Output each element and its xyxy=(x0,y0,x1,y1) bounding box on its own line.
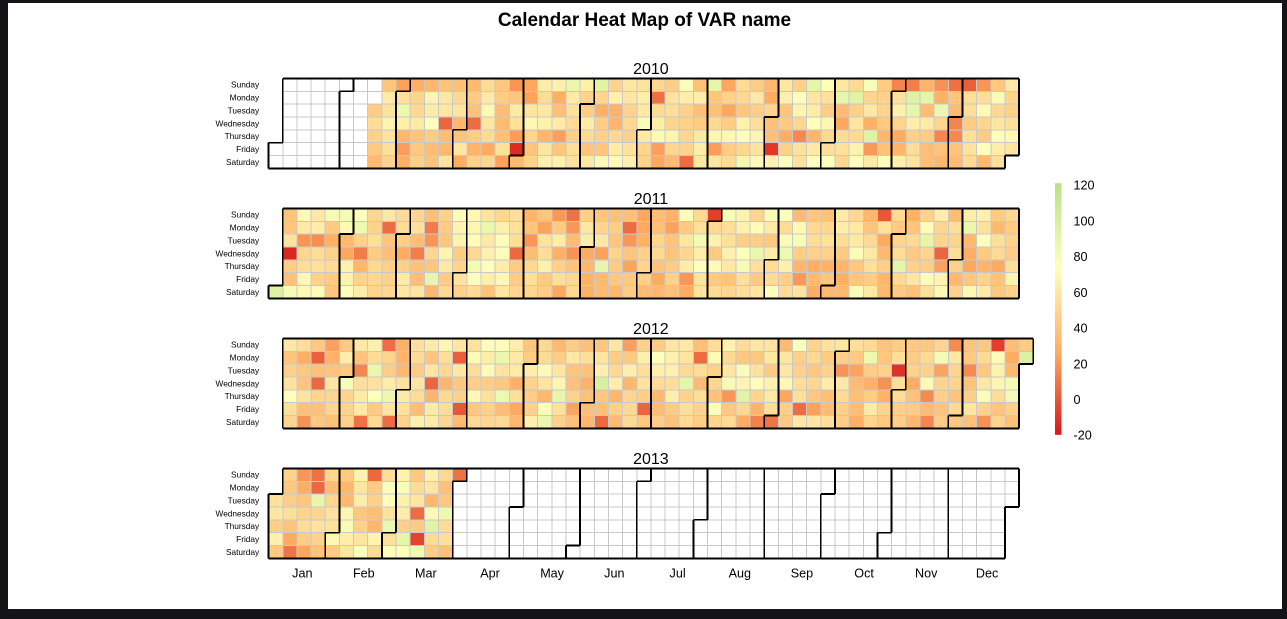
svg-text:Thursday: Thursday xyxy=(225,391,260,401)
svg-text:Jan: Jan xyxy=(292,566,312,580)
svg-text:May: May xyxy=(540,566,564,580)
svg-text:60: 60 xyxy=(1074,286,1088,300)
svg-text:Sunday: Sunday xyxy=(231,340,260,350)
svg-text:Feb: Feb xyxy=(353,566,375,580)
svg-text:20: 20 xyxy=(1074,357,1088,371)
svg-text:2010: 2010 xyxy=(633,61,669,78)
svg-text:Tuesday: Tuesday xyxy=(228,365,260,375)
svg-text:Thursday: Thursday xyxy=(225,131,260,141)
svg-text:Friday: Friday xyxy=(236,534,260,544)
svg-text:Sep: Sep xyxy=(791,566,813,580)
svg-text:Tuesday: Tuesday xyxy=(228,105,260,115)
svg-text:Monday: Monday xyxy=(230,353,260,363)
svg-text:Sunday: Sunday xyxy=(231,470,260,480)
svg-text:Saturday: Saturday xyxy=(226,547,260,557)
svg-text:Jun: Jun xyxy=(604,566,624,580)
svg-text:Dec: Dec xyxy=(976,566,998,580)
svg-text:-20: -20 xyxy=(1074,429,1092,443)
svg-text:Friday: Friday xyxy=(236,144,260,154)
svg-text:Saturday: Saturday xyxy=(226,287,260,297)
svg-text:Tuesday: Tuesday xyxy=(228,495,260,505)
svg-text:Monday: Monday xyxy=(230,93,260,103)
svg-text:2013: 2013 xyxy=(633,451,669,468)
svg-text:40: 40 xyxy=(1074,322,1088,336)
svg-text:Thursday: Thursday xyxy=(225,521,260,531)
svg-text:Nov: Nov xyxy=(915,566,938,580)
svg-text:Wednesday: Wednesday xyxy=(216,118,261,128)
svg-text:Saturday: Saturday xyxy=(226,417,260,427)
svg-text:Aug: Aug xyxy=(729,566,751,580)
svg-text:Monday: Monday xyxy=(230,483,260,493)
svg-text:Jul: Jul xyxy=(670,566,686,580)
svg-text:Wednesday: Wednesday xyxy=(216,378,261,388)
svg-text:Sunday: Sunday xyxy=(231,210,260,220)
svg-text:Oct: Oct xyxy=(854,566,874,580)
svg-text:2011: 2011 xyxy=(634,191,669,208)
svg-text:80: 80 xyxy=(1074,250,1088,264)
svg-text:2012: 2012 xyxy=(633,321,669,338)
svg-text:100: 100 xyxy=(1074,214,1095,228)
svg-text:Friday: Friday xyxy=(236,404,260,414)
svg-text:0: 0 xyxy=(1074,393,1081,407)
svg-text:Thursday: Thursday xyxy=(225,261,260,271)
svg-text:Wednesday: Wednesday xyxy=(216,248,261,258)
svg-text:Friday: Friday xyxy=(236,274,260,284)
svg-text:Saturday: Saturday xyxy=(226,157,260,167)
svg-text:Apr: Apr xyxy=(480,566,500,580)
svg-text:Calendar Heat Map of VAR name: Calendar Heat Map of VAR name xyxy=(498,10,791,31)
svg-text:Monday: Monday xyxy=(230,223,260,233)
svg-text:Wednesday: Wednesday xyxy=(216,508,261,518)
svg-text:120: 120 xyxy=(1074,179,1095,193)
svg-text:Tuesday: Tuesday xyxy=(228,235,260,245)
svg-text:Mar: Mar xyxy=(415,566,437,580)
svg-text:Sunday: Sunday xyxy=(231,80,260,90)
